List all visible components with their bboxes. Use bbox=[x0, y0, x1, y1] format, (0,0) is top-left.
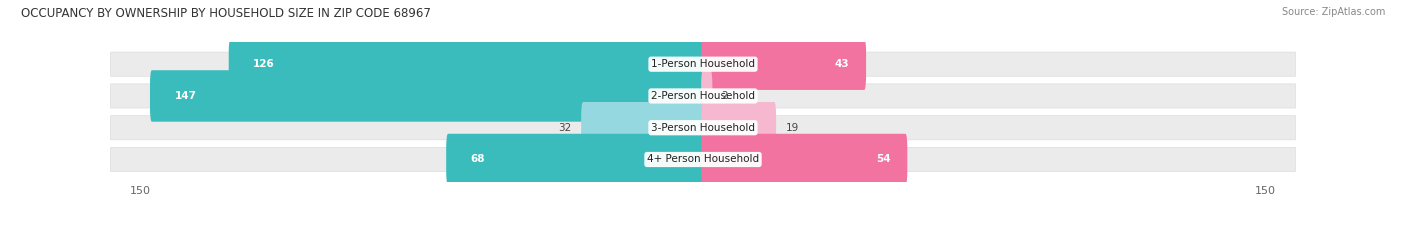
FancyBboxPatch shape bbox=[581, 102, 704, 154]
Text: 19: 19 bbox=[786, 123, 799, 133]
FancyBboxPatch shape bbox=[111, 147, 1295, 171]
Legend: Owner-occupied, Renter-occupied: Owner-occupied, Renter-occupied bbox=[581, 230, 825, 233]
FancyBboxPatch shape bbox=[229, 38, 704, 90]
FancyBboxPatch shape bbox=[702, 70, 713, 122]
FancyBboxPatch shape bbox=[702, 102, 776, 154]
Text: OCCUPANCY BY OWNERSHIP BY HOUSEHOLD SIZE IN ZIP CODE 68967: OCCUPANCY BY OWNERSHIP BY HOUSEHOLD SIZE… bbox=[21, 7, 432, 20]
FancyBboxPatch shape bbox=[702, 38, 866, 90]
Text: 147: 147 bbox=[174, 91, 197, 101]
Text: 2: 2 bbox=[721, 91, 728, 101]
Text: 126: 126 bbox=[253, 59, 274, 69]
Text: 3-Person Household: 3-Person Household bbox=[651, 123, 755, 133]
FancyBboxPatch shape bbox=[111, 116, 1295, 140]
FancyBboxPatch shape bbox=[150, 70, 704, 122]
Text: Source: ZipAtlas.com: Source: ZipAtlas.com bbox=[1281, 7, 1385, 17]
Text: 2-Person Household: 2-Person Household bbox=[651, 91, 755, 101]
FancyBboxPatch shape bbox=[111, 84, 1295, 108]
Text: 68: 68 bbox=[471, 154, 485, 164]
FancyBboxPatch shape bbox=[702, 134, 907, 185]
Text: 32: 32 bbox=[558, 123, 572, 133]
Text: 1-Person Household: 1-Person Household bbox=[651, 59, 755, 69]
FancyBboxPatch shape bbox=[111, 52, 1295, 76]
Text: 4+ Person Household: 4+ Person Household bbox=[647, 154, 759, 164]
FancyBboxPatch shape bbox=[446, 134, 704, 185]
Text: 43: 43 bbox=[835, 59, 849, 69]
Text: 54: 54 bbox=[876, 154, 890, 164]
